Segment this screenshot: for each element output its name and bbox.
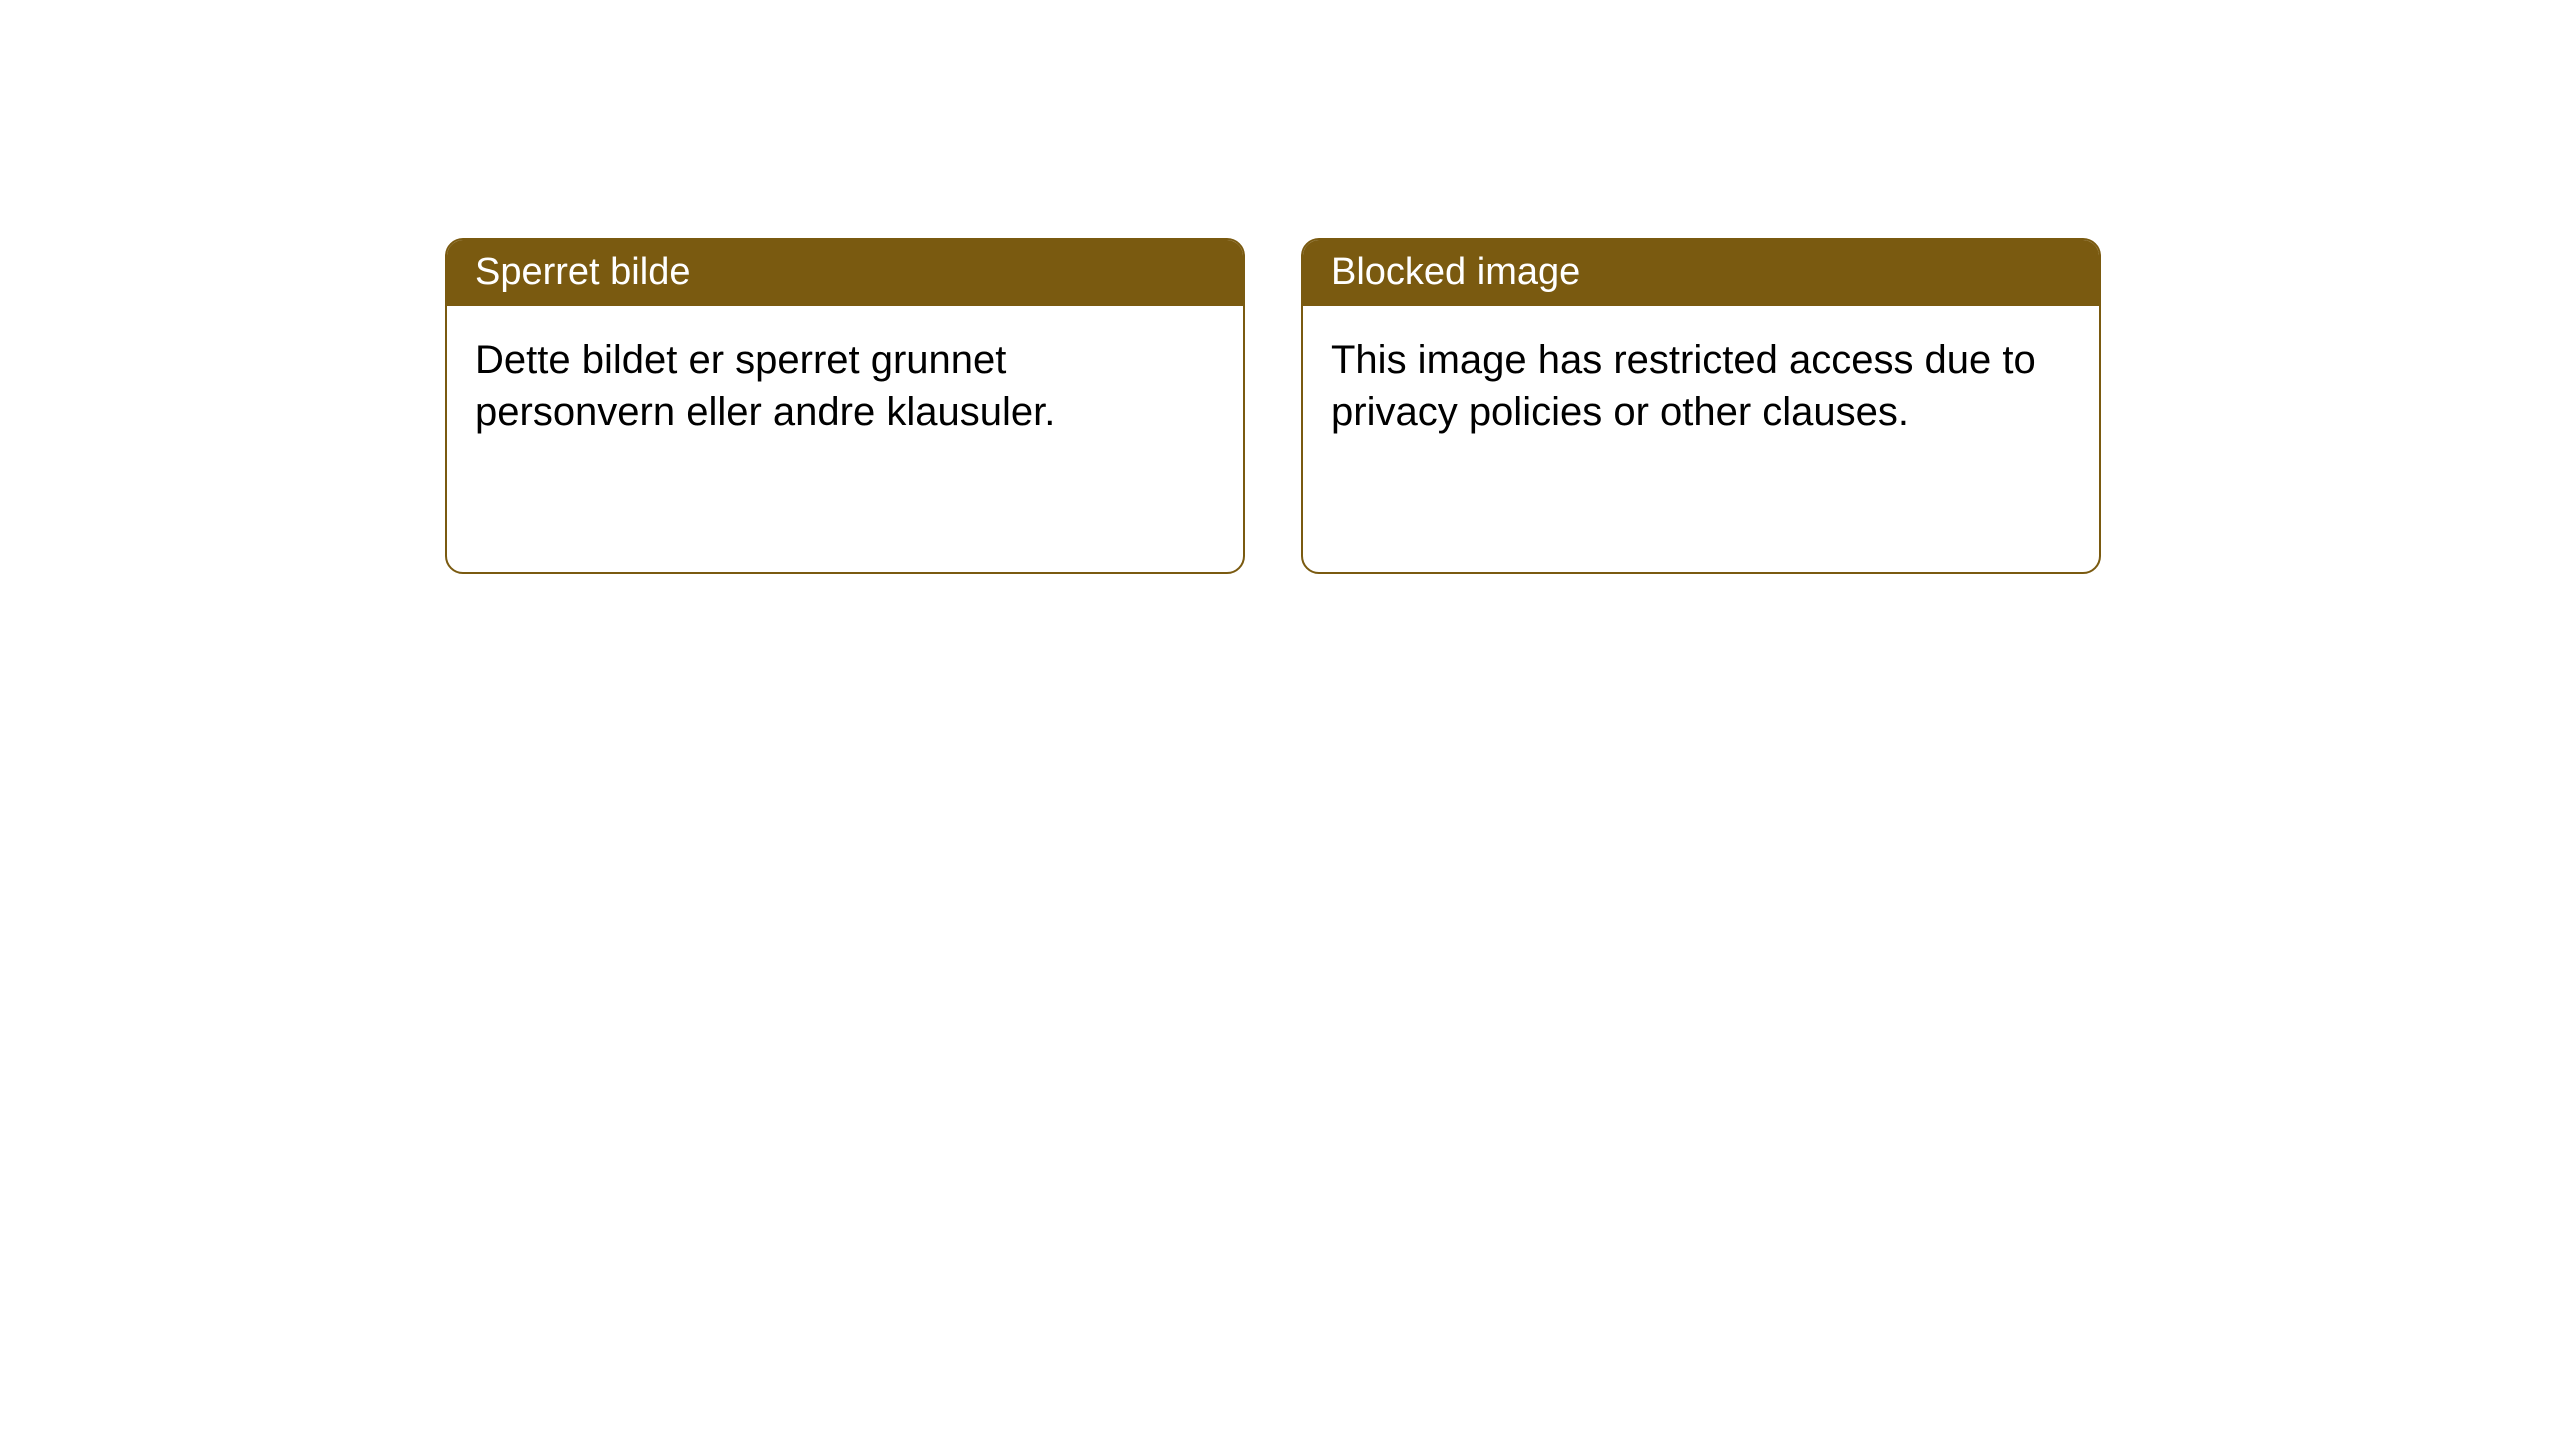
notice-body-text: Dette bildet er sperret grunnet personve…: [475, 338, 1055, 434]
notice-header: Blocked image: [1303, 240, 2099, 306]
notice-title: Blocked image: [1331, 251, 1580, 293]
notice-container: Sperret bilde Dette bildet er sperret gr…: [445, 238, 2101, 574]
notice-body: Dette bildet er sperret grunnet personve…: [447, 306, 1243, 466]
notice-card-norwegian: Sperret bilde Dette bildet er sperret gr…: [445, 238, 1245, 574]
notice-card-english: Blocked image This image has restricted …: [1301, 238, 2101, 574]
notice-title: Sperret bilde: [475, 251, 690, 293]
notice-body-text: This image has restricted access due to …: [1331, 338, 2036, 434]
notice-header: Sperret bilde: [447, 240, 1243, 306]
notice-body: This image has restricted access due to …: [1303, 306, 2099, 466]
